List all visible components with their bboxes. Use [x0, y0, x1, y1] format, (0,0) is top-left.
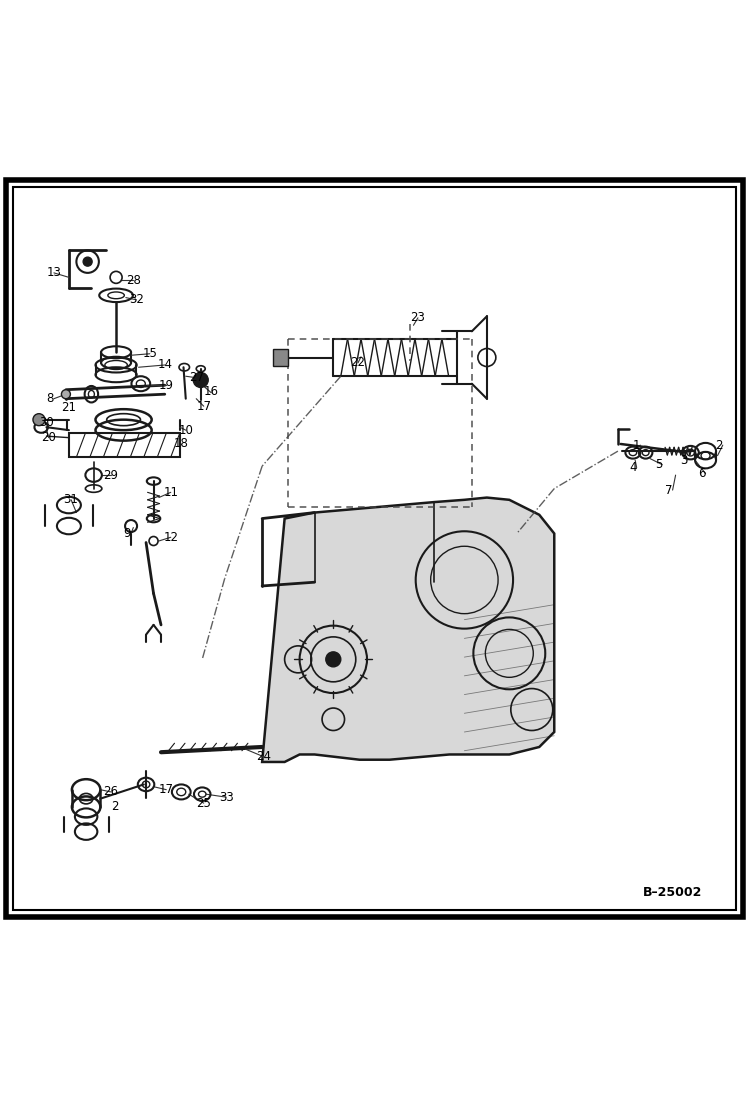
Text: 19: 19: [159, 378, 174, 392]
Text: 25: 25: [196, 796, 211, 810]
Text: 27: 27: [189, 371, 204, 384]
Text: 14: 14: [157, 359, 172, 372]
Text: 32: 32: [129, 293, 144, 306]
Bar: [69, 433, 180, 457]
Text: 23: 23: [410, 312, 425, 325]
Text: 29: 29: [103, 468, 118, 482]
Circle shape: [83, 257, 92, 267]
Text: 1: 1: [633, 439, 640, 452]
Text: 16: 16: [204, 385, 219, 398]
Text: 22: 22: [351, 357, 366, 370]
Text: 8: 8: [46, 393, 54, 405]
Text: 6: 6: [698, 467, 706, 480]
Text: 11: 11: [163, 486, 178, 499]
Text: 28: 28: [126, 274, 141, 286]
Text: 17: 17: [159, 783, 174, 796]
Ellipse shape: [61, 389, 70, 398]
Circle shape: [193, 373, 208, 387]
Text: 21: 21: [61, 402, 76, 415]
Text: 9: 9: [124, 527, 131, 540]
Text: 12: 12: [163, 531, 178, 544]
Text: 5: 5: [655, 459, 662, 471]
Text: 13: 13: [46, 267, 61, 280]
Text: 10: 10: [178, 423, 193, 437]
Text: 24: 24: [256, 750, 271, 764]
Circle shape: [326, 652, 341, 667]
Text: 33: 33: [219, 791, 234, 804]
Text: 7: 7: [665, 484, 673, 497]
Text: 17: 17: [196, 399, 211, 412]
Text: 31: 31: [64, 494, 79, 507]
Text: 20: 20: [41, 431, 56, 444]
Text: 15: 15: [142, 348, 157, 360]
Text: 30: 30: [39, 416, 54, 429]
Text: 26: 26: [103, 785, 118, 799]
Text: B–25002: B–25002: [643, 886, 703, 900]
Circle shape: [33, 414, 45, 426]
Text: 18: 18: [174, 437, 189, 450]
Text: 2: 2: [715, 439, 723, 452]
Text: 3: 3: [680, 454, 688, 466]
Polygon shape: [262, 498, 554, 762]
Text: 4: 4: [629, 461, 637, 474]
Text: 2: 2: [111, 801, 118, 813]
Bar: [273, 349, 288, 366]
